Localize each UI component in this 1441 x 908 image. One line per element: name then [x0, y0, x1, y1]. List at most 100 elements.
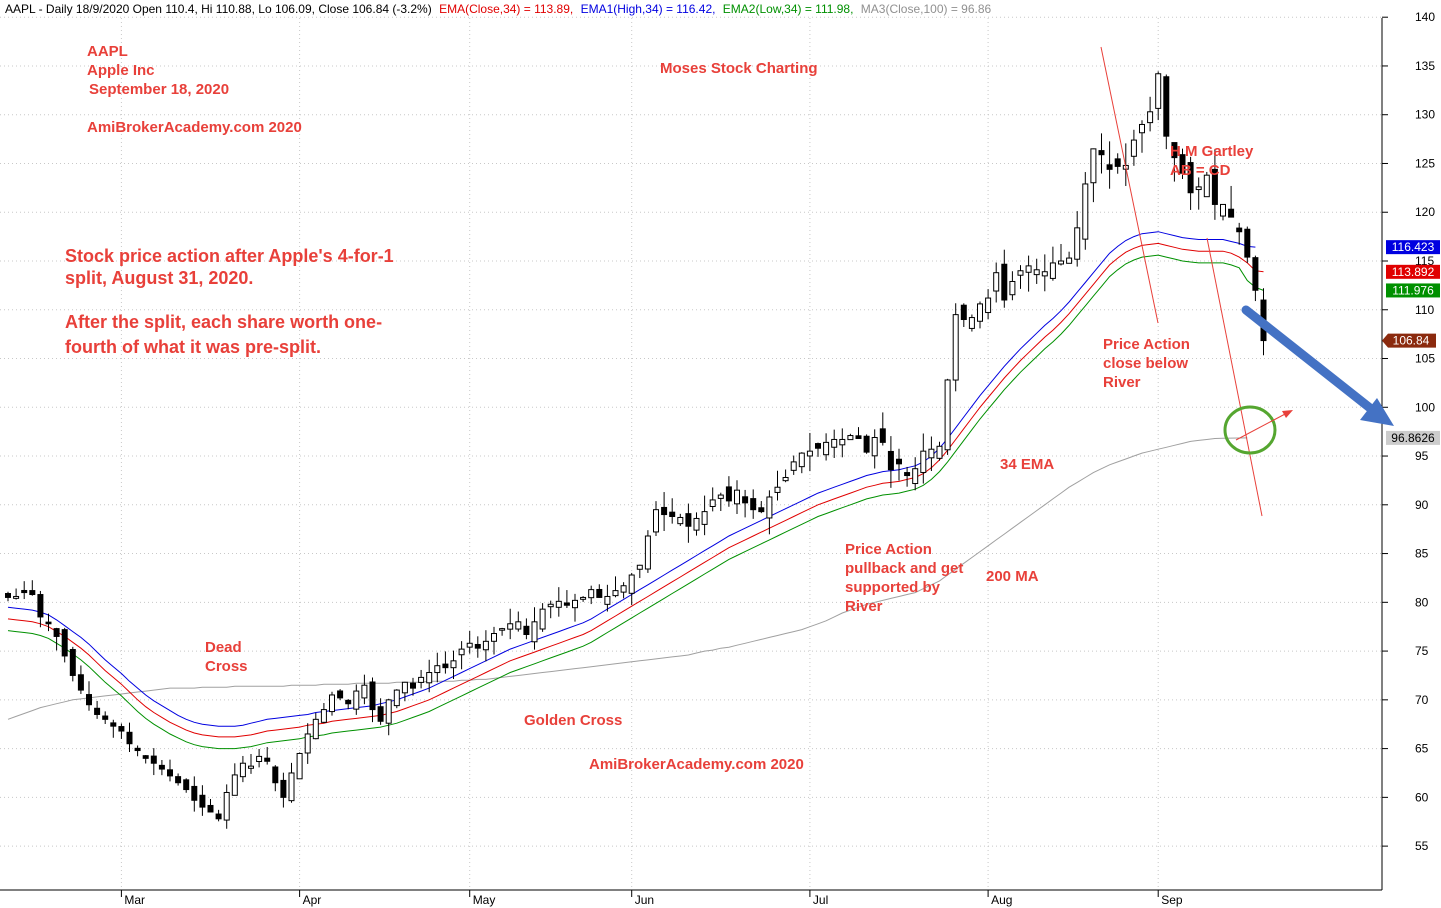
candle-body — [69, 649, 76, 676]
annotation-dead-2: Cross — [205, 658, 248, 675]
candle-body — [353, 690, 360, 710]
y-tick-label: 100 — [1415, 400, 1435, 414]
candle-body — [1114, 158, 1121, 167]
candle-body — [523, 625, 530, 635]
candle-body — [507, 623, 514, 630]
annotation-ma: 200 MA — [986, 568, 1039, 585]
candle-body — [134, 747, 141, 752]
candle-body — [442, 663, 449, 669]
value-badge-ema2-text: 111.976 — [1392, 283, 1434, 297]
candle-body — [1203, 174, 1210, 198]
candle-body — [94, 707, 101, 715]
candle-body — [912, 468, 919, 485]
x-tick-label: Apr — [303, 893, 322, 907]
candle-body — [968, 317, 975, 329]
candle-body — [960, 304, 967, 321]
candle-body — [847, 435, 854, 441]
x-tick-label: May — [473, 893, 496, 907]
y-tick-label: 60 — [1415, 790, 1429, 804]
candle-body — [280, 779, 287, 798]
candle-body — [264, 757, 271, 762]
annotation-close-2: close below — [1103, 355, 1188, 372]
value-badge-ema1-text: 116.423 — [1392, 240, 1435, 254]
ema2-line — [7, 254, 1264, 750]
header-ema: EMA(Close,34) = 113.89, — [439, 2, 573, 16]
candle-body — [304, 733, 311, 754]
annotation-site-top: AmiBrokerAcademy.com 2020 — [87, 119, 302, 136]
annotation-dead-1: Dead — [205, 639, 242, 656]
candle-body — [1074, 227, 1081, 260]
value-badge-ema2: 111.976 — [1386, 283, 1440, 298]
candle-body — [1049, 262, 1056, 279]
candle-body — [1139, 123, 1145, 134]
x-tick-label: Mar — [124, 893, 145, 907]
header-ema1: EMA1(High,34) = 116.42, — [581, 2, 716, 16]
candle-body — [215, 813, 222, 820]
candle-body — [855, 435, 862, 439]
candle-body — [1009, 280, 1016, 296]
candle-body — [207, 804, 214, 813]
candle-body — [685, 513, 692, 527]
candle-body — [758, 507, 765, 513]
candle-body — [1179, 154, 1186, 174]
candle-body — [1211, 168, 1218, 205]
annotation-close-3: River — [1103, 374, 1141, 391]
y-tick-label: 125 — [1415, 156, 1435, 170]
candle-body — [928, 448, 935, 459]
candle-body — [377, 706, 384, 722]
candle-body — [628, 574, 635, 594]
candle-body — [110, 722, 117, 727]
candles — [5, 71, 1267, 829]
candle-body — [936, 445, 943, 459]
x-tick-label: Aug — [991, 893, 1012, 907]
annotation-pullback-1: Price Action — [845, 541, 932, 558]
candle-body — [1244, 228, 1251, 258]
candle-body — [1017, 270, 1024, 276]
candle-body — [1228, 208, 1235, 218]
candle-body — [798, 452, 805, 468]
ema34-line — [7, 242, 1264, 738]
candle-body — [790, 461, 797, 471]
candle-body — [199, 794, 206, 808]
candle-body — [1195, 186, 1202, 191]
candle-body — [677, 516, 684, 525]
y-tick-label: 90 — [1415, 498, 1429, 512]
candle-body — [815, 443, 821, 449]
candle-body — [1130, 139, 1137, 157]
y-tick-label: 110 — [1415, 303, 1434, 317]
candle-body — [952, 314, 959, 381]
trendline-ab — [1100, 46, 1159, 324]
candle-body — [418, 676, 425, 683]
candle-body — [410, 682, 416, 689]
candle-body — [904, 472, 911, 477]
candle-body — [385, 699, 392, 724]
candle-body — [458, 648, 465, 656]
candle-body — [547, 603, 554, 608]
candle-body — [1220, 203, 1226, 217]
candle-body — [296, 752, 303, 780]
candle-body — [612, 590, 619, 597]
candle-body — [896, 458, 902, 465]
candle-body — [239, 762, 246, 778]
candle-body — [944, 379, 951, 451]
candle-body — [985, 297, 992, 314]
annotation-date: September 18, 2020 — [89, 81, 229, 98]
value-badge-close: 106.84 — [1382, 333, 1436, 348]
y-tick-label: 115 — [1415, 254, 1434, 268]
candle-body — [563, 602, 570, 606]
candle-body — [499, 628, 506, 631]
candle-body — [1090, 148, 1097, 184]
annotation-symbol: AAPL — [87, 43, 128, 60]
y-tick-label: 65 — [1415, 742, 1429, 756]
annotation-pullback-3: supported by — [845, 579, 941, 596]
forecast-arrow-shaft — [1241, 305, 1375, 413]
value-badge-close-text: 106.84 — [1393, 334, 1430, 348]
annotation-split-3: After the split, each share worth one- — [65, 312, 382, 332]
annotation-gartley-2: AB = CD — [1170, 162, 1231, 179]
candle-body — [831, 438, 838, 448]
candle-body — [167, 769, 173, 777]
small-arrow-shaft — [1235, 412, 1288, 441]
candle-body — [742, 496, 749, 504]
candle-body — [77, 674, 84, 691]
candle-body — [766, 496, 773, 519]
